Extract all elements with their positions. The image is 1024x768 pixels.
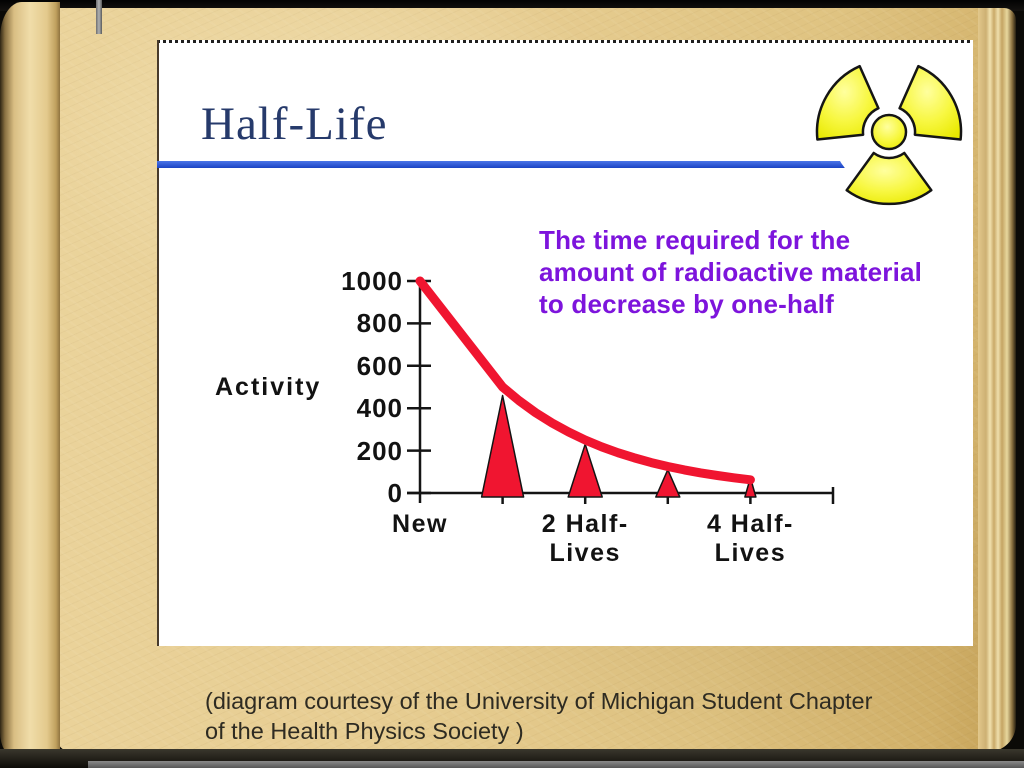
slide-dotted-top-border — [157, 40, 973, 43]
page-curl-highlight — [96, 0, 102, 34]
book-cover-top-edge — [0, 0, 1024, 11]
y-tick-label: 800 — [356, 308, 403, 339]
decay-curve — [415, 276, 755, 485]
slide-title: Half-Life — [201, 98, 388, 150]
y-tick-label: 1000 — [341, 266, 403, 296]
trefoil-blade-top-right — [898, 64, 963, 141]
definition-text: The time required for the amount of radi… — [539, 224, 922, 320]
triangle-marker — [480, 394, 525, 498]
caption: (diagram courtesy of the University of M… — [205, 686, 965, 746]
x-tick-label: 2 Half- Lives — [541, 510, 629, 567]
triangle-marker — [567, 443, 603, 498]
caption-line: of the Health Physics Society ) — [205, 718, 524, 744]
y-tick-label: 600 — [356, 350, 403, 381]
title-underline-rule — [157, 161, 857, 168]
decay-chart — [407, 276, 835, 504]
table-surface-edge — [88, 761, 1024, 768]
trefoil-blade-bottom — [845, 151, 933, 206]
radiation-trefoil-icon — [815, 64, 963, 206]
slide-left-border — [157, 40, 159, 646]
definition-line: The time required for the — [539, 225, 851, 255]
page-curl-left-edge — [0, 2, 60, 758]
definition-line: to decrease by one-half — [539, 289, 835, 319]
slide-image: Half-Life The time required for the amou… — [157, 40, 973, 646]
y-tick-label: 200 — [356, 435, 403, 466]
y-tick-label: 400 — [356, 393, 403, 424]
trefoil-blade-top-left — [815, 64, 880, 141]
page-stack-right-edge — [978, 8, 1016, 752]
activity-axis-label: Activity — [215, 373, 322, 401]
y-tick-label: 0 — [387, 478, 403, 508]
x-tick-label: New — [392, 510, 448, 538]
definition-line: amount of radioactive material — [539, 257, 923, 287]
triangle-marker — [655, 468, 681, 498]
triangle-marker — [744, 476, 757, 498]
x-tick-label: 4 Half- Lives — [706, 510, 794, 567]
trefoil-center-circle — [870, 113, 908, 151]
caption-line: (diagram courtesy of the University of M… — [205, 688, 873, 714]
